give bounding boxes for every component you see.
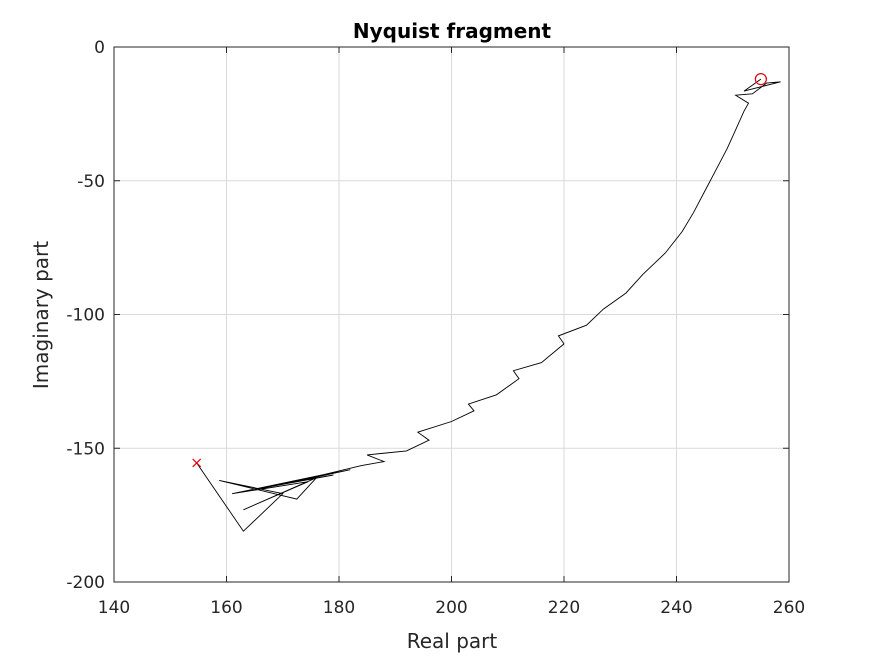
x-tick-label: 220 xyxy=(548,598,580,618)
marker-layer xyxy=(192,72,767,468)
x-tick-label: 200 xyxy=(435,598,467,618)
end-marker xyxy=(754,72,767,86)
x-ticks: 140 160 180 200 220 240 260 xyxy=(98,47,805,618)
y-tick-label: -150 xyxy=(66,439,105,459)
y-tick-label: -200 xyxy=(66,573,105,593)
y-tick-label: -100 xyxy=(66,306,105,326)
x-tick-label: 140 xyxy=(98,598,130,618)
y-tick-label: -50 xyxy=(77,172,105,192)
chart-title: Nyquist fragment xyxy=(353,19,552,43)
nyquist-curve xyxy=(196,78,781,532)
x-tick-label: 240 xyxy=(660,598,692,618)
x-tick-label: 180 xyxy=(323,598,355,618)
grid xyxy=(114,47,789,582)
curve-layer xyxy=(196,78,781,532)
y-axis-label: Imaginary part xyxy=(29,241,53,389)
x-axis-label: Real part xyxy=(407,629,498,653)
x-tick-label: 260 xyxy=(773,598,805,618)
y-tick-label: 0 xyxy=(94,38,105,58)
start-marker xyxy=(192,458,202,468)
y-ticks: 0 -50 -100 -150 -200 xyxy=(66,38,789,593)
x-tick-label: 160 xyxy=(210,598,242,618)
